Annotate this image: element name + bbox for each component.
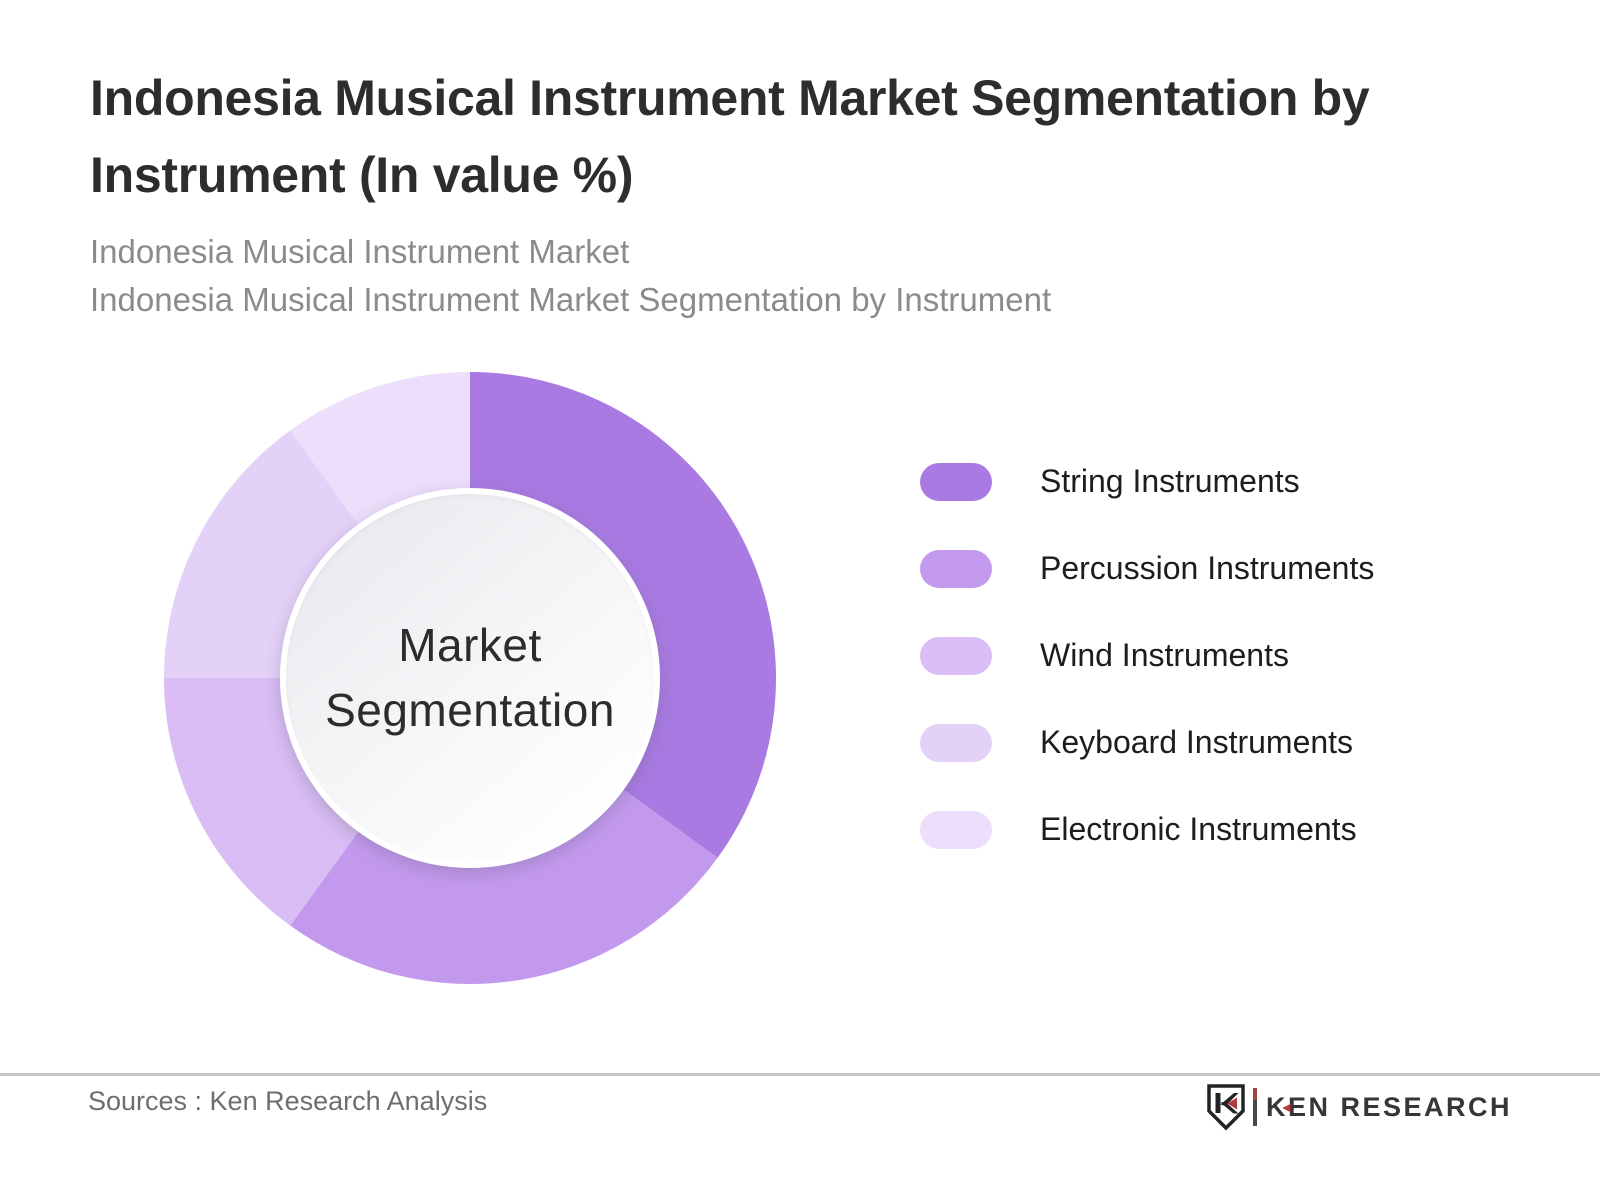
legend-item-wind-instruments: Wind Instruments [920, 612, 1374, 699]
donut-segment-electronic-instruments [290, 372, 470, 528]
logo-divider-bar [1252, 1088, 1257, 1126]
red-arrow-icon: ◄ [1279, 1098, 1296, 1115]
donut-segment-wind-instruments [164, 678, 361, 926]
page-title-line-2: Instrument (In value %) [90, 147, 634, 203]
legend-label: Percussion Instruments [1040, 550, 1375, 586]
donut-chart [164, 372, 776, 984]
page-subtitle: Indonesia Musical Instrument Market Indo… [90, 228, 1051, 324]
legend-swatch [920, 462, 992, 501]
legend-label: String Instruments [1040, 463, 1300, 499]
donut-center-label-line-2: Segmentation [325, 684, 615, 736]
legend-swatch [920, 549, 992, 588]
page-title-line-1: Indonesia Musical Instrument Market Segm… [90, 70, 1370, 126]
donut-segment-keyboard-instruments [164, 430, 361, 678]
legend-label: Electronic Instruments [1040, 811, 1357, 847]
ken-research-shield-icon [1207, 1084, 1245, 1131]
donut-center-circle: Market Segmentation [280, 488, 660, 868]
donut-segment-string-instruments [470, 372, 776, 858]
legend-swatch [920, 636, 992, 675]
legend-swatch [920, 723, 992, 762]
logo-wordmark: KEN RESEARCH ◄ [1266, 1092, 1512, 1123]
legend-item-keyboard-instruments: Keyboard Instruments [920, 699, 1374, 786]
chart-legend: String Instruments Percussion Instrument… [920, 438, 1374, 873]
ken-research-logo: KEN RESEARCH ◄ [1206, 1084, 1512, 1131]
legend-item-string-instruments: String Instruments [920, 438, 1374, 525]
legend-label: Wind Instruments [1040, 637, 1289, 673]
legend-swatch [920, 810, 992, 849]
legend-label: Keyboard Instruments [1040, 724, 1354, 760]
legend-item-percussion-instruments: Percussion Instruments [920, 525, 1374, 612]
page-subtitle-line-1: Indonesia Musical Instrument Market [90, 233, 630, 270]
logo-brand-text: KEN RESEARCH [1265, 1091, 1512, 1122]
footer-divider [0, 1073, 1600, 1076]
legend-item-electronic-instruments: Electronic Instruments [920, 786, 1374, 873]
page-title: Indonesia Musical Instrument Market Segm… [90, 60, 1370, 214]
donut-center-label-line-1: Market [398, 619, 542, 671]
page-subtitle-line-2: Indonesia Musical Instrument Market Segm… [90, 281, 1052, 318]
source-text: Sources : Ken Research Analysis [88, 1086, 488, 1116]
donut-segment-percussion-instruments [290, 787, 718, 984]
